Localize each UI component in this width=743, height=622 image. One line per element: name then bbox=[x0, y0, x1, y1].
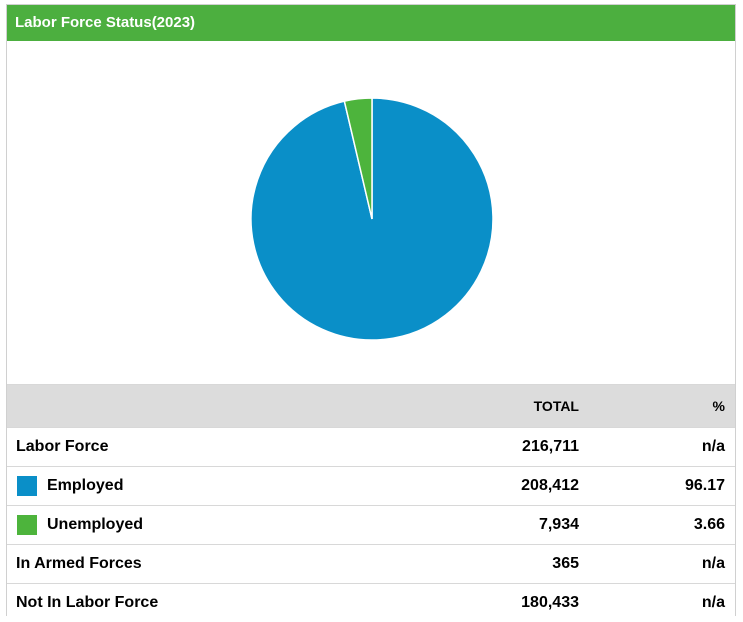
table-row: Not In Labor Force 180,433 n/a bbox=[7, 583, 735, 622]
row-label: Unemployed bbox=[47, 516, 144, 533]
table-row: Labor Force 216,711 n/a bbox=[7, 427, 735, 466]
legend-swatch bbox=[17, 515, 37, 535]
total: 208,412 bbox=[521, 477, 579, 494]
total: 365 bbox=[552, 555, 579, 572]
widget: Labor Force Status(2023) TOTAL % Labor F… bbox=[6, 4, 736, 616]
percent: n/a bbox=[701, 438, 725, 455]
percent: n/a bbox=[701, 594, 725, 611]
percent: 96.17 bbox=[684, 477, 725, 494]
table-row: Employed 208,412 96.17 bbox=[7, 466, 735, 505]
pie-slice bbox=[343, 97, 373, 220]
row-label: In Armed Forces bbox=[16, 555, 142, 572]
percent: n/a bbox=[701, 555, 725, 572]
row-label: Labor Force bbox=[16, 438, 109, 455]
table-row: In Armed Forces 365 n/a bbox=[7, 544, 735, 583]
legend-swatch bbox=[17, 476, 37, 496]
total: 180,433 bbox=[521, 594, 579, 611]
row-label: Employed bbox=[47, 477, 124, 494]
table: TOTAL % Labor Force 216,711 n/a Employed 208… bbox=[7, 384, 735, 622]
total: 7,934 bbox=[538, 516, 579, 533]
widget-title: Labor Force Status(2023) bbox=[7, 5, 735, 41]
pie-chart bbox=[250, 97, 494, 341]
column-header: % bbox=[712, 398, 725, 414]
table-header: TOTAL % bbox=[7, 384, 735, 427]
table-row: Unemployed 7,934 3.66 bbox=[7, 505, 735, 544]
total: 216,711 bbox=[522, 438, 579, 455]
percent: 3.66 bbox=[693, 516, 725, 533]
row-label: Not In Labor Force bbox=[16, 594, 159, 611]
column-header: TOTAL bbox=[533, 398, 579, 414]
